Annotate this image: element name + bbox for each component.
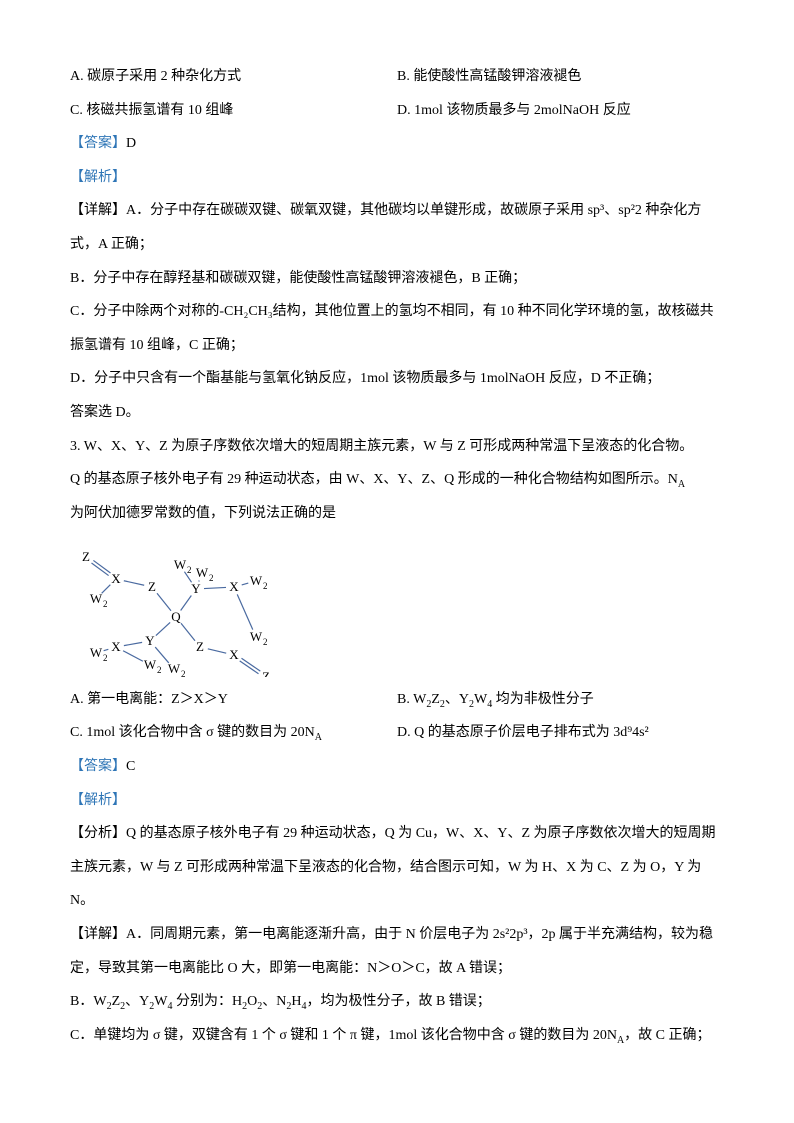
svg-text:X: X [111, 571, 121, 586]
svg-text:Z: Z [262, 669, 270, 677]
svg-text:W: W [174, 557, 187, 572]
svg-text:2: 2 [187, 565, 192, 575]
q3-options-row1: A. 第一电离能：Z＞X＞Y B. W2Z2、Y2W4 均为非极性分子 [70, 683, 724, 717]
svg-text:2: 2 [209, 573, 214, 583]
q2-det-d: D．分子中只含有一个酯基能与氢氧化钠反应，1mol 该物质最多与 1molNaO… [70, 362, 724, 396]
q3-det-b: B．W2Z2、Y2W4 分别为：H2O2、N2H4，均为极性分子，故 B 错误； [70, 985, 724, 1019]
q2-opt-d: D. 1mol 该物质最多与 2molNaOH 反应 [397, 94, 724, 128]
q3-stem2-sub: A [678, 479, 685, 490]
q2-opt-a: A. 碳原子采用 2 种杂化方式 [70, 60, 397, 94]
svg-text:Z: Z [82, 549, 90, 564]
answer-text: C [126, 759, 135, 774]
q2-det-c: C．分子中除两个对称的-CH₂CH₃结构，其他位置上的氢均不相同，有 10 种不… [70, 295, 724, 362]
answer-label: 【答案】 [70, 759, 126, 774]
q3-det-c: C．单键均为 σ 键，双键含有 1 个 σ 键和 1 个 π 键，1mol 该化… [70, 1019, 724, 1053]
q2-det-b: B．分子中存在醇羟基和碳碳双键，能使酸性高锰酸钾溶液褪色，B 正确； [70, 262, 724, 296]
q3-opt-d: D. Q 的基态原子价层电子排布式为 3d⁹4s² [397, 716, 724, 750]
answer-text: D [126, 136, 136, 151]
q2-options-row2: C. 核磁共振氢谱有 10 组峰 D. 1mol 该物质最多与 2molNaOH… [70, 94, 724, 128]
structure-diagram: QYYZZXXXXZZW2W2W2W2W2W2W2W2 [66, 537, 286, 677]
svg-text:Y: Y [191, 581, 201, 596]
svg-text:Y: Y [145, 633, 155, 648]
q3-stem2: Q 的基态原子核外电子有 29 种运动状态，由 W、X、Y、Z、Q 形成的一种化… [70, 463, 724, 497]
svg-text:Z: Z [148, 579, 156, 594]
svg-text:X: X [229, 579, 239, 594]
q3-stem1: 3. W、X、Y、Z 为原子序数依次增大的短周期主族元素，W 与 Z 可形成两种… [70, 430, 724, 464]
svg-text:2: 2 [263, 581, 268, 591]
svg-text:X: X [229, 647, 239, 662]
q2-explain-label: 【解析】 [70, 161, 724, 195]
svg-text:Q: Q [171, 609, 181, 624]
q3-explain-label: 【解析】 [70, 784, 724, 818]
svg-text:W: W [90, 645, 103, 660]
q3-stem2-text: Q 的基态原子核外电子有 29 种运动状态，由 W、X、Y、Z、Q 形成的一种化… [70, 472, 678, 487]
q3-answer: 【答案】C [70, 750, 724, 784]
q3-analysis: 【分析】Q 的基态原子核外电子有 29 种运动状态，Q 为 Cu，W、X、Y、Z… [70, 817, 724, 918]
q3-opt-b: B. W2Z2、Y2W4 均为非极性分子 [397, 683, 724, 717]
svg-text:2: 2 [103, 653, 108, 663]
svg-text:W: W [144, 657, 157, 672]
q2-options-row1: A. 碳原子采用 2 种杂化方式 B. 能使酸性高锰酸钾溶液褪色 [70, 60, 724, 94]
q2-conclusion: 答案选 D。 [70, 396, 724, 430]
q3-options-row2: C. 1mol 该化合物中含 σ 键的数目为 20NA D. Q 的基态原子价层… [70, 716, 724, 750]
q3-opt-c: C. 1mol 该化合物中含 σ 键的数目为 20NA [70, 716, 397, 750]
svg-text:W: W [250, 629, 263, 644]
svg-text:W: W [196, 565, 209, 580]
svg-text:W: W [90, 591, 103, 606]
svg-text:W: W [250, 573, 263, 588]
q3-det-a: 【详解】A．同周期元素，第一电离能逐渐升高，由于 N 价层电子为 2s²2p³，… [70, 918, 724, 985]
svg-text:W: W [168, 661, 181, 676]
svg-text:X: X [111, 639, 121, 654]
svg-text:2: 2 [103, 599, 108, 609]
q2-opt-b: B. 能使酸性高锰酸钾溶液褪色 [397, 60, 724, 94]
svg-text:2: 2 [181, 669, 186, 677]
q3-stem3: 为阿伏加德罗常数的值，下列说法正确的是 [70, 497, 724, 531]
q3-opt-a: A. 第一电离能：Z＞X＞Y [70, 683, 397, 717]
answer-label: 【答案】 [70, 136, 126, 151]
svg-text:Z: Z [196, 639, 204, 654]
q2-opt-c: C. 核磁共振氢谱有 10 组峰 [70, 94, 397, 128]
svg-text:2: 2 [263, 637, 268, 647]
q2-answer: 【答案】D [70, 127, 724, 161]
q2-det-a: 【详解】A．分子中存在碳碳双键、碳氧双键，其他碳均以单键形成，故碳原子采用 sp… [70, 194, 724, 261]
svg-text:2: 2 [157, 665, 162, 675]
